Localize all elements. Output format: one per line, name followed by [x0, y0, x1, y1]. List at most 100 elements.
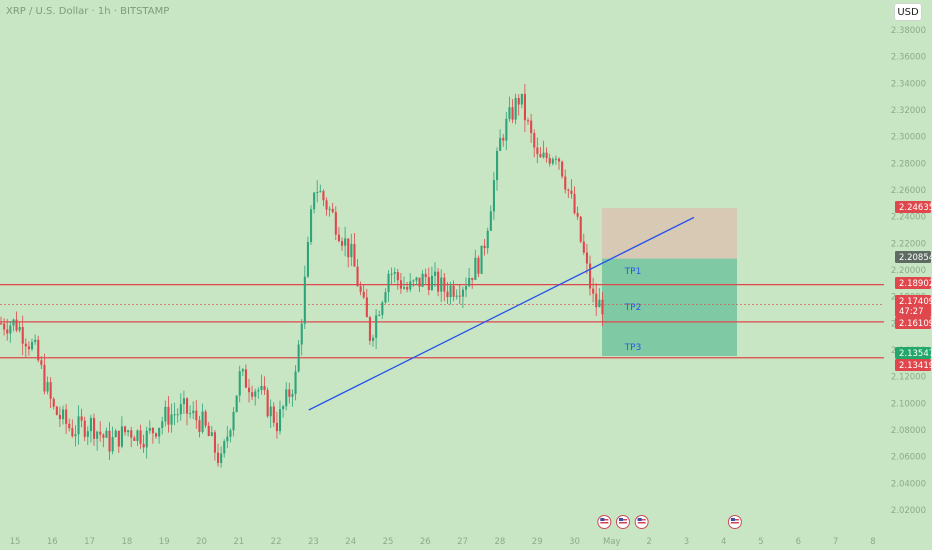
candlesticks — [0, 83, 604, 468]
candle-body — [213, 432, 216, 453]
us-flag-event-icon[interactable] — [615, 515, 630, 529]
candle-body — [567, 189, 570, 191]
candle-body — [331, 208, 334, 213]
candle-body — [585, 252, 588, 264]
us-flag-event-icon[interactable] — [597, 515, 612, 529]
candle-body — [263, 385, 266, 391]
candle-body — [164, 406, 167, 422]
candle-body — [390, 273, 393, 275]
x-tick-label: 3 — [684, 537, 689, 547]
candle-body — [192, 410, 195, 414]
candle-body — [49, 382, 52, 399]
candle-body — [344, 238, 347, 246]
x-tick-label: 2 — [646, 537, 651, 547]
x-tick-label: 18 — [121, 537, 132, 547]
candle-body — [120, 426, 123, 447]
candle-body — [80, 416, 83, 421]
candle-body — [40, 360, 43, 365]
candle-body — [71, 428, 74, 437]
candle-body — [384, 292, 387, 303]
candle-body — [260, 385, 263, 391]
price-label-box — [895, 347, 931, 359]
candle-body — [238, 371, 241, 396]
x-tick-label: 6 — [796, 537, 801, 547]
x-axis[interactable]: 15 16 17 18 19 20 21 22 23 24 25 26 27 28 29 30 May 2 3 4 5 6… — [10, 537, 876, 547]
y-tick-label: 2.10000 — [891, 399, 926, 409]
candle-body — [387, 273, 390, 293]
candle-body — [582, 241, 585, 253]
candle-body — [356, 266, 359, 287]
candle-body — [589, 263, 592, 289]
candle-body — [210, 432, 213, 436]
candle-body — [272, 406, 275, 423]
x-tick-label: 23 — [308, 537, 319, 547]
candle-body — [226, 436, 229, 442]
candle-body — [114, 430, 117, 438]
candle-body — [440, 277, 443, 292]
candle-body — [303, 276, 306, 324]
candle-body — [275, 422, 278, 432]
candle-body — [533, 133, 536, 148]
candle-body — [486, 230, 489, 249]
y-tick-label: 2.34000 — [891, 79, 926, 89]
x-tick-label: 20 — [196, 537, 207, 547]
candle-body — [359, 286, 362, 292]
candle-body — [86, 431, 89, 437]
candle-body — [372, 337, 375, 341]
candle-body — [542, 152, 545, 158]
candle-body — [266, 390, 269, 417]
candle-body — [365, 297, 368, 318]
candle-body — [269, 406, 272, 417]
candle-body — [322, 191, 325, 201]
y-tick-label: 2.12000 — [891, 373, 926, 383]
economic-events — [597, 515, 742, 529]
candle-body — [124, 426, 127, 433]
candle-body — [220, 453, 223, 463]
candle-body — [229, 430, 232, 437]
candle-body — [77, 416, 80, 435]
candle-body — [558, 158, 561, 162]
candle-body — [89, 417, 92, 432]
candle-body — [545, 152, 548, 159]
candle-body — [341, 241, 344, 246]
trendline[interactable] — [308, 216, 695, 411]
candle-body — [548, 158, 551, 164]
candle-body — [142, 443, 145, 448]
candle-body — [161, 421, 164, 428]
currency-button[interactable]: USD — [894, 3, 922, 21]
candle-body — [217, 452, 220, 463]
candle-body — [117, 430, 120, 447]
candle-body — [443, 277, 446, 292]
y-tick-label: 2.24000 — [891, 213, 926, 223]
candle-body — [43, 364, 46, 392]
us-flag-event-icon[interactable] — [634, 515, 649, 529]
candle-body — [471, 277, 474, 280]
candle-body — [480, 245, 483, 274]
candle-body — [31, 342, 34, 350]
candle-body — [279, 409, 282, 432]
candle-body — [418, 277, 421, 287]
candle-body — [595, 293, 598, 308]
candle-body — [455, 295, 458, 297]
candle-body — [68, 423, 71, 429]
price-label-text: 2.17409 — [899, 297, 932, 307]
candle-body — [300, 323, 303, 345]
candle-body — [223, 441, 226, 454]
y-tick-label: 2.32000 — [891, 106, 926, 116]
candle-body — [179, 404, 182, 415]
price-label-text: 2.13547 — [899, 349, 932, 359]
candle-body — [108, 430, 111, 452]
x-tick-label: 26 — [420, 537, 431, 547]
y-tick-label: 2.22000 — [891, 239, 926, 249]
candle-body — [148, 427, 151, 431]
candle-body — [551, 159, 554, 164]
candle-body — [254, 391, 257, 397]
us-flag-event-icon[interactable] — [727, 515, 742, 529]
candle-body — [235, 395, 238, 412]
x-tick-label: 24 — [345, 537, 356, 547]
candle-body — [241, 369, 244, 372]
candle-body — [337, 234, 340, 242]
